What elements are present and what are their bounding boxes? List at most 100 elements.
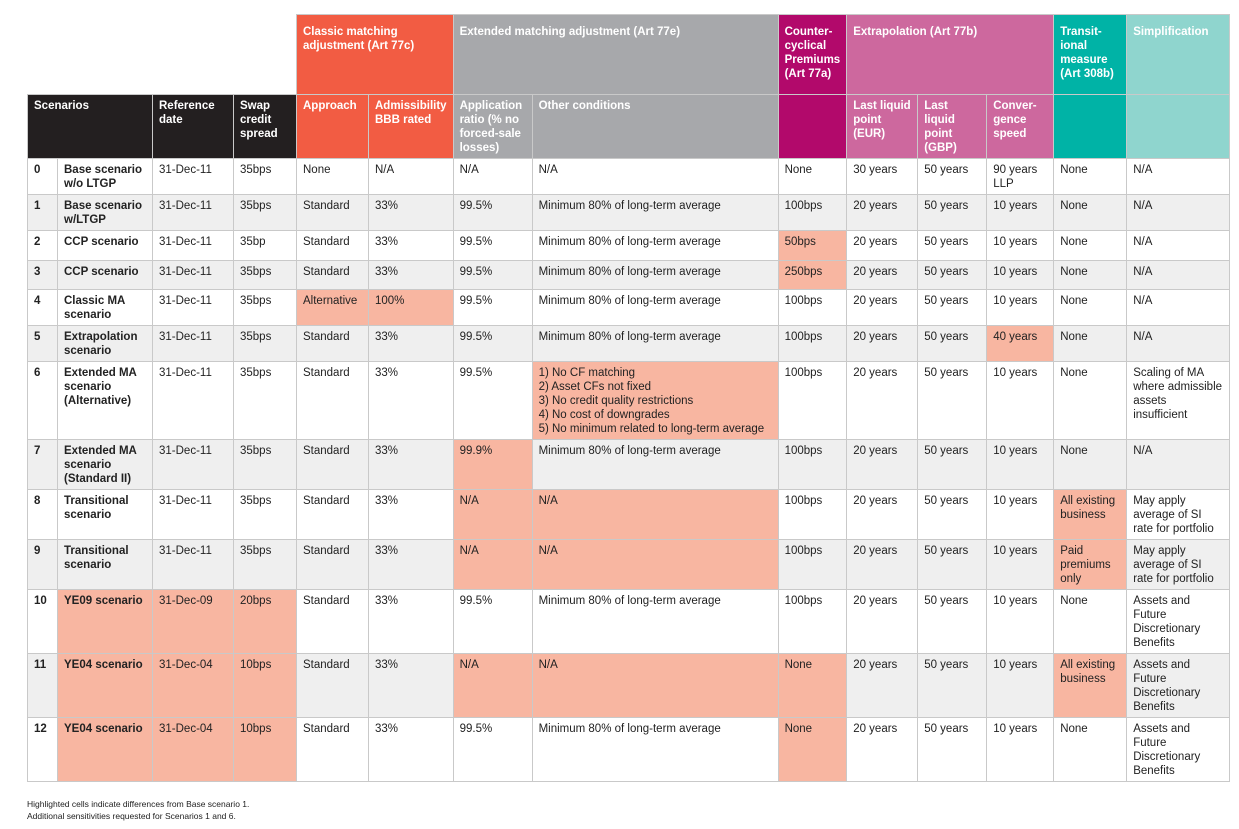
cell-trans: None [1053, 230, 1128, 261]
cell-gbp: 50 years [917, 439, 988, 490]
cell-trans: All existing business [1053, 489, 1128, 540]
table-row: 3 CCP scenario 31-Dec-11 35bps Standard 33% 99… [27, 260, 1231, 290]
cell-spread: 35bps [233, 260, 297, 290]
cell-gbp: 50 years [917, 653, 988, 718]
cell-conv: 10 years [986, 489, 1055, 540]
cell-num: 11 [27, 653, 58, 718]
cell-other: Minimum 80% of long-term average [531, 325, 779, 362]
table-row: 10 YE09 scenario 31-Dec-09 20bps Standard 33%… [27, 589, 1231, 654]
cell-other: Minimum 80% of long-term average [531, 289, 779, 326]
cell-name: Classic MA scenario [57, 289, 153, 326]
cell-bbb: 33% [368, 194, 454, 231]
cell-spread: 10bps [233, 653, 297, 718]
cell-eur: 20 years [846, 260, 919, 290]
cell-bbb: 33% [368, 489, 454, 540]
col-other-conditions: Other conditions [531, 94, 779, 159]
table-row: 5 Extrapolation scenario 31-Dec-11 35bps Sta… [27, 325, 1231, 362]
cell-simp: Scaling of MA where admissible assets in… [1126, 361, 1231, 440]
cell-conv: 10 years [986, 717, 1055, 782]
cell-num: 6 [27, 361, 58, 440]
group-ccp: Counter-cyclical Premiums (Art 77a) [777, 14, 848, 95]
col-scenarios: Scenarios [27, 94, 153, 159]
cell-conv: 10 years [986, 260, 1055, 290]
cell-approach: Standard [296, 653, 369, 718]
cell-ratio: 99.5% [452, 230, 533, 261]
cell-spread: 10bps [233, 717, 297, 782]
cell-name: Extrapolation scenario [57, 325, 153, 362]
cell-eur: 20 years [846, 325, 919, 362]
cell-num: 12 [27, 717, 58, 782]
col-reference-date: Reference date [152, 94, 234, 159]
cell-eur: 20 years [846, 589, 919, 654]
cell-ccp: 50bps [777, 230, 848, 261]
cell-trans: None [1053, 260, 1128, 290]
cell-conv: 10 years [986, 539, 1055, 590]
cell-simp: Assets and Future Discretionary Benefits [1126, 717, 1231, 782]
cell-simp: N/A [1126, 194, 1231, 231]
cell-simp: Assets and Future Discretionary Benefits [1126, 589, 1231, 654]
footnote-sensitivities: Additional sensitivities requested for S… [27, 811, 236, 821]
cell-simp: N/A [1126, 325, 1231, 362]
cell-conv: 40 years [986, 325, 1055, 362]
cell-ccp: None [777, 158, 848, 195]
cell-eur: 20 years [846, 539, 919, 590]
table-row: 7 Extended MA scenario (Standard II) 31-De… [27, 439, 1231, 490]
cell-approach: Standard [296, 194, 369, 231]
cell-trans: None [1053, 439, 1128, 490]
cell-bbb: N/A [368, 158, 454, 195]
cell-ratio: N/A [452, 158, 533, 195]
cell-eur: 20 years [846, 289, 919, 326]
table-row: 2 CCP scenario 31-Dec-11 35bp Standard 33% 99.… [27, 230, 1231, 261]
cell-ccp: 100bps [777, 589, 848, 654]
cell-approach: Standard [296, 539, 369, 590]
cell-ratio: 99.5% [452, 260, 533, 290]
cell-trans: None [1053, 194, 1128, 231]
cell-num: 8 [27, 489, 58, 540]
cell-spread: 35bps [233, 289, 297, 326]
cell-trans: None [1053, 289, 1128, 326]
cell-date: 31-Dec-11 [152, 260, 234, 290]
cell-ccp: None [777, 653, 848, 718]
cell-approach: Standard [296, 260, 369, 290]
cell-date: 31-Dec-11 [152, 439, 234, 490]
cell-simp: N/A [1126, 260, 1231, 290]
col-application-ratio: Application ratio (% no forced-sale loss… [452, 94, 533, 159]
cell-name: Base scenario w/LTGP [57, 194, 153, 231]
cell-simp: N/A [1126, 289, 1231, 326]
cell-other: N/A [531, 653, 779, 718]
cell-ccp: 100bps [777, 361, 848, 440]
cell-approach: Standard [296, 361, 369, 440]
cell-name: CCP scenario [57, 230, 153, 261]
cell-trans: None [1053, 717, 1128, 782]
cell-other: N/A [531, 539, 779, 590]
cell-date: 31-Dec-11 [152, 489, 234, 540]
cell-ccp: None [777, 717, 848, 782]
cell-conv: 10 years [986, 589, 1055, 654]
group-extended-ma: Extended matching adjustment (Art 77e) [452, 14, 779, 95]
cell-other: N/A [531, 489, 779, 540]
group-transitional: Transit-ional measure (Art 308b) [1053, 14, 1128, 95]
cell-spread: 35bps [233, 158, 297, 195]
cell-trans: Paid premiums only [1053, 539, 1128, 590]
col-ccp-blank [777, 94, 848, 159]
cell-other: Minimum 80% of long-term average [531, 194, 779, 231]
cell-gbp: 50 years [917, 325, 988, 362]
cell-conv: 10 years [986, 361, 1055, 440]
cell-ratio: 99.5% [452, 361, 533, 440]
table-row: 1 Base scenario w/LTGP 31-Dec-11 35bps Stand… [27, 194, 1231, 231]
cell-bbb: 33% [368, 439, 454, 490]
group-simplification: Simplification [1126, 14, 1231, 95]
cell-ratio: 99.5% [452, 325, 533, 362]
cell-simp: May apply average of SI rate for portfol… [1126, 489, 1231, 540]
cell-bbb: 33% [368, 260, 454, 290]
cell-approach: Standard [296, 717, 369, 782]
cell-eur: 30 years [846, 158, 919, 195]
cell-bbb: 33% [368, 589, 454, 654]
cell-num: 9 [27, 539, 58, 590]
cell-approach: Alternative [296, 289, 369, 326]
cell-gbp: 50 years [917, 158, 988, 195]
col-llp-gbp: Last liquid point (GBP) [917, 94, 988, 159]
cell-trans: None [1053, 325, 1128, 362]
cell-num: 3 [27, 260, 58, 290]
cell-eur: 20 years [846, 361, 919, 440]
